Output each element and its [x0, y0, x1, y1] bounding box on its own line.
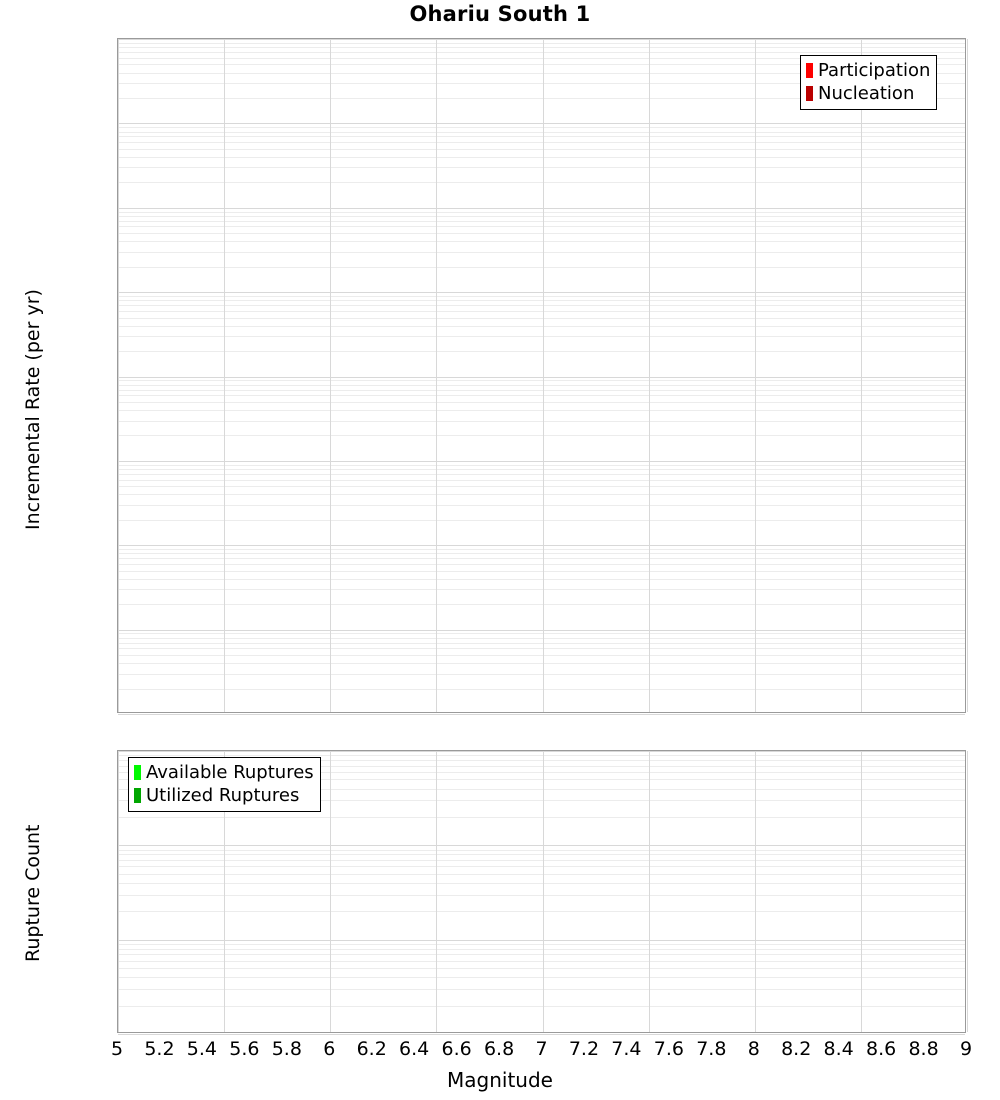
x-tick-label: 5	[110, 1038, 124, 1060]
legend-item[interactable]: Participation	[806, 59, 930, 82]
x-tick-label: 7.6	[653, 1038, 684, 1060]
x-tick-label: 7.2	[568, 1038, 600, 1060]
legend-swatch-icon	[806, 86, 813, 101]
x-tick-label: 5.6	[229, 1038, 260, 1060]
incremental-rate-plot-area	[117, 38, 968, 715]
x-tick-label: 5.2	[144, 1038, 175, 1060]
legend-swatch-icon	[134, 788, 141, 803]
page-title: Ohariu South 1	[409, 2, 591, 26]
legend-label: Nucleation	[818, 82, 915, 104]
gridline-v	[967, 751, 968, 1032]
bottom-chart-y-tick-labels: 103102101100	[0, 0, 112, 1100]
x-tick-label: 8.4	[823, 1038, 854, 1060]
legend-item[interactable]: Nucleation	[806, 82, 930, 105]
legend-swatch-icon	[806, 63, 813, 78]
x-tick-label: 7.8	[696, 1038, 727, 1060]
gridline-h	[118, 1034, 965, 1035]
legend-item[interactable]: Utilized Ruptures	[134, 784, 314, 807]
x-tick-label: 6.4	[399, 1038, 430, 1060]
x-tick-label: 9	[959, 1038, 973, 1060]
gridline-v	[967, 39, 968, 712]
x-tick-label: 6.8	[483, 1038, 515, 1060]
gridline-h	[118, 714, 965, 715]
bottom-chart-legend: Available Ruptures Utilized Ruptures	[128, 757, 321, 812]
legend-item[interactable]: Available Ruptures	[134, 761, 314, 784]
top-chart-bars	[118, 39, 965, 712]
legend-label: Utilized Ruptures	[146, 784, 300, 806]
x-tick-label: 7.4	[611, 1038, 642, 1060]
x-tick-label: 8.6	[865, 1038, 897, 1060]
x-tick-label: 5.4	[186, 1038, 217, 1060]
x-tick-label: 8	[747, 1038, 760, 1060]
x-tick-label: 6.6	[441, 1038, 472, 1060]
legend-label: Available Ruptures	[146, 761, 314, 783]
top-chart-legend: Participation Nucleation	[800, 55, 938, 110]
legend-label: Participation	[818, 59, 931, 81]
legend-swatch-icon	[134, 765, 141, 780]
x-tick-label: 7	[535, 1038, 548, 1060]
x-tick-label: 6	[323, 1038, 336, 1060]
x-tick-label: 5.8	[271, 1038, 302, 1060]
x-tick-label: 8.2	[781, 1038, 812, 1060]
x-axis-label: Magnitude	[447, 1068, 553, 1092]
x-tick-label: 6.2	[356, 1038, 387, 1060]
x-tick-label: 8.8	[908, 1038, 939, 1060]
